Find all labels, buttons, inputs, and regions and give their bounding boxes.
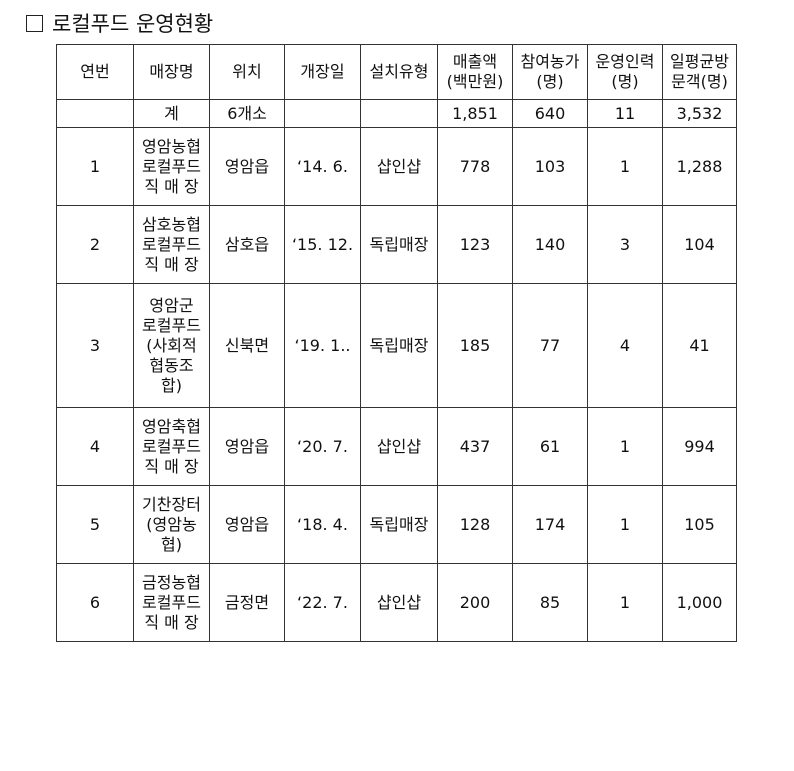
- header-cell: 연번: [56, 44, 134, 100]
- table-row: 5 기찬장터 (영암농 협) 영암읍 ‘18. 4. 독립매장 128 174 1 105: [56, 485, 737, 564]
- header-cell: 위치: [209, 44, 285, 100]
- total-row: 계 6개소 1,851 640 11 3,532: [56, 99, 737, 128]
- cell-staff: 3: [587, 205, 663, 284]
- cell-no: 1: [56, 127, 134, 206]
- cell-type: 샵인샵: [360, 563, 438, 642]
- header-cell: 매출액 (백만원): [437, 44, 513, 100]
- cell-staff: 1: [587, 485, 663, 564]
- cell: 11: [587, 99, 663, 128]
- cell-location: 영암읍: [209, 127, 285, 206]
- table-row: 3 영암군 로컬푸드 (사회적 협동조 합) 신북면 ‘19. 1.. 독립매장 185 7…: [56, 283, 737, 408]
- cell-location: 신북면: [209, 283, 285, 408]
- cell-visitors: 1,288: [662, 127, 737, 206]
- cell-name: 영암농협 로컬푸드 직 매 장: [133, 127, 210, 206]
- cell-sales: 128: [437, 485, 513, 564]
- cell-type: 독립매장: [360, 283, 438, 408]
- table-row: 6 금정농협 로컬푸드 직 매 장 금정면 ‘22. 7. 샵인샵 200 85 1 1,000: [56, 563, 737, 642]
- cell-sales: 200: [437, 563, 513, 642]
- cell-farms: 140: [512, 205, 588, 284]
- cell-no: 4: [56, 407, 134, 486]
- cell-sales: 778: [437, 127, 513, 206]
- table-row: 4 영암축협 로컬푸드 직 매 장 영암읍 ‘20. 7. 샵인샵 437 61 1 994: [56, 407, 737, 486]
- cell-type: 독립매장: [360, 485, 438, 564]
- table-row: 2 삼호농협 로컬푸드 직 매 장 삼호읍 ‘15. 12. 독립매장 123 140 3 10…: [56, 205, 737, 284]
- header-cell: 설치유형: [360, 44, 438, 100]
- cell-sales: 123: [437, 205, 513, 284]
- cell-farms: 85: [512, 563, 588, 642]
- cell: [284, 99, 361, 128]
- header-cell: 개장일: [284, 44, 361, 100]
- header-cell: 운영인력 (명): [587, 44, 663, 100]
- title-text: 로컬푸드 운영현황: [52, 12, 214, 36]
- header-cell: 매장명: [133, 44, 210, 100]
- section-title: 로컬푸드 운영현황: [26, 8, 213, 38]
- cell-opened: ‘14. 6.: [284, 127, 361, 206]
- cell-farms: 174: [512, 485, 588, 564]
- cell: 640: [512, 99, 588, 128]
- cell-location: 금정면: [209, 563, 285, 642]
- cell-staff: 1: [587, 407, 663, 486]
- cell-location: 삼호읍: [209, 205, 285, 284]
- cell-no: 6: [56, 563, 134, 642]
- cell-sales: 437: [437, 407, 513, 486]
- cell-opened: ‘15. 12.: [284, 205, 361, 284]
- cell-name: 영암군 로컬푸드 (사회적 협동조 합): [133, 283, 210, 408]
- cell: 6개소: [209, 99, 285, 128]
- cell-no: 3: [56, 283, 134, 408]
- cell-visitors: 105: [662, 485, 737, 564]
- checkbox-square-icon: [26, 14, 43, 32]
- cell-name: 영암축협 로컬푸드 직 매 장: [133, 407, 210, 486]
- cell-visitors: 104: [662, 205, 737, 284]
- cell-sales: 185: [437, 283, 513, 408]
- cell: [56, 99, 134, 128]
- cell-farms: 103: [512, 127, 588, 206]
- cell-location: 영암읍: [209, 407, 285, 486]
- cell-visitors: 994: [662, 407, 737, 486]
- cell: 1,851: [437, 99, 513, 128]
- cell-visitors: 1,000: [662, 563, 737, 642]
- cell-staff: 1: [587, 127, 663, 206]
- cell-location: 영암읍: [209, 485, 285, 564]
- cell-staff: 1: [587, 563, 663, 642]
- cell-farms: 61: [512, 407, 588, 486]
- cell-farms: 77: [512, 283, 588, 408]
- cell-name: 삼호농협 로컬푸드 직 매 장: [133, 205, 210, 284]
- cell: 3,532: [662, 99, 737, 128]
- header-row: 연번 매장명 위치 개장일 설치유형 매출액 (백만원) 참여농가 (명) 운영…: [56, 44, 737, 100]
- cell: 계: [133, 99, 210, 128]
- local-food-table: 연번 매장명 위치 개장일 설치유형 매출액 (백만원) 참여농가 (명) 운영…: [56, 44, 737, 642]
- cell-type: 독립매장: [360, 205, 438, 284]
- cell: [360, 99, 438, 128]
- cell-type: 샵인샵: [360, 407, 438, 486]
- cell-opened: ‘20. 7.: [284, 407, 361, 486]
- cell-staff: 4: [587, 283, 663, 408]
- cell-name: 금정농협 로컬푸드 직 매 장: [133, 563, 210, 642]
- cell-opened: ‘18. 4.: [284, 485, 361, 564]
- header-cell: 참여농가 (명): [512, 44, 588, 100]
- cell-visitors: 41: [662, 283, 737, 408]
- cell-opened: ‘19. 1..: [284, 283, 361, 408]
- cell-type: 샵인샵: [360, 127, 438, 206]
- table-row: 1 영암농협 로컬푸드 직 매 장 영암읍 ‘14. 6. 샵인샵 778 103 1 1,28…: [56, 127, 737, 206]
- cell-no: 5: [56, 485, 134, 564]
- cell-opened: ‘22. 7.: [284, 563, 361, 642]
- header-cell: 일평균방 문객(명): [662, 44, 737, 100]
- cell-no: 2: [56, 205, 134, 284]
- cell-name: 기찬장터 (영암농 협): [133, 485, 210, 564]
